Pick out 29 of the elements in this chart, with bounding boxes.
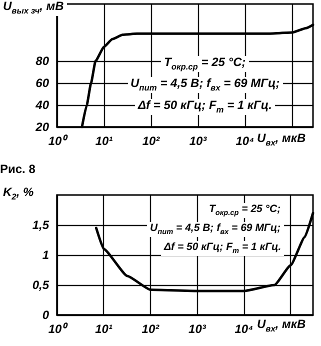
annotation: Δf = 50 кГц; F$_{m}$ = 1 кГц. (135, 98, 275, 116)
x-axis-title: U$_{вх}$, мкВ (257, 131, 306, 148)
y-tick-label: 1,5 (32, 218, 50, 232)
x-axis-title: U$_{вх}$, мкВ (257, 317, 306, 334)
x-tick-label: 10³ (189, 134, 208, 148)
x-tick-label: 10² (142, 322, 160, 336)
y-tick-label: 60 (36, 76, 50, 90)
y-axis-title: U$_{вых зч}$, мВ (0, 0, 67, 16)
y-tick-label: 0 (42, 308, 50, 322)
y-tick-label: 1 (42, 248, 50, 262)
y-axis-title: K$_{2}$, % (0, 185, 37, 202)
x-tick-label: 10⁴ (234, 322, 254, 336)
annotation: U$_{пит}$ = 4,5 В; f$_{вх}$ = 69 МГц; (128, 76, 283, 94)
x-tick-label: 10¹ (95, 322, 112, 336)
x-tick-label: 10⁰ (48, 322, 69, 336)
x-tick-label: 10² (142, 134, 161, 148)
annotation: Δf = 50 кГц; F$_{m}$ = 1 кГц. (161, 241, 284, 256)
y-tick-label: 0,5 (32, 278, 50, 292)
y-tick-label: 40 (34, 98, 50, 112)
y-tick-label: 20 (34, 120, 50, 134)
text: Рис. 8 (0, 162, 36, 177)
annotation: T$_{окр.ср}$ = 25 °C; (161, 55, 249, 72)
x-tick-label: 10¹ (95, 134, 113, 148)
x-tick-label: 10⁴ (236, 134, 254, 148)
annotation: U$_{пит}$ = 4,5 В; f$_{вх}$ = 69 МГц; (147, 222, 284, 237)
x-tick-label: 10³ (188, 322, 207, 336)
x-tick-label: 10⁰ (48, 134, 69, 148)
annotation: T$_{окр.ср}$ = 25 °C; (206, 203, 284, 218)
y-tick-label: 80 (36, 54, 50, 68)
